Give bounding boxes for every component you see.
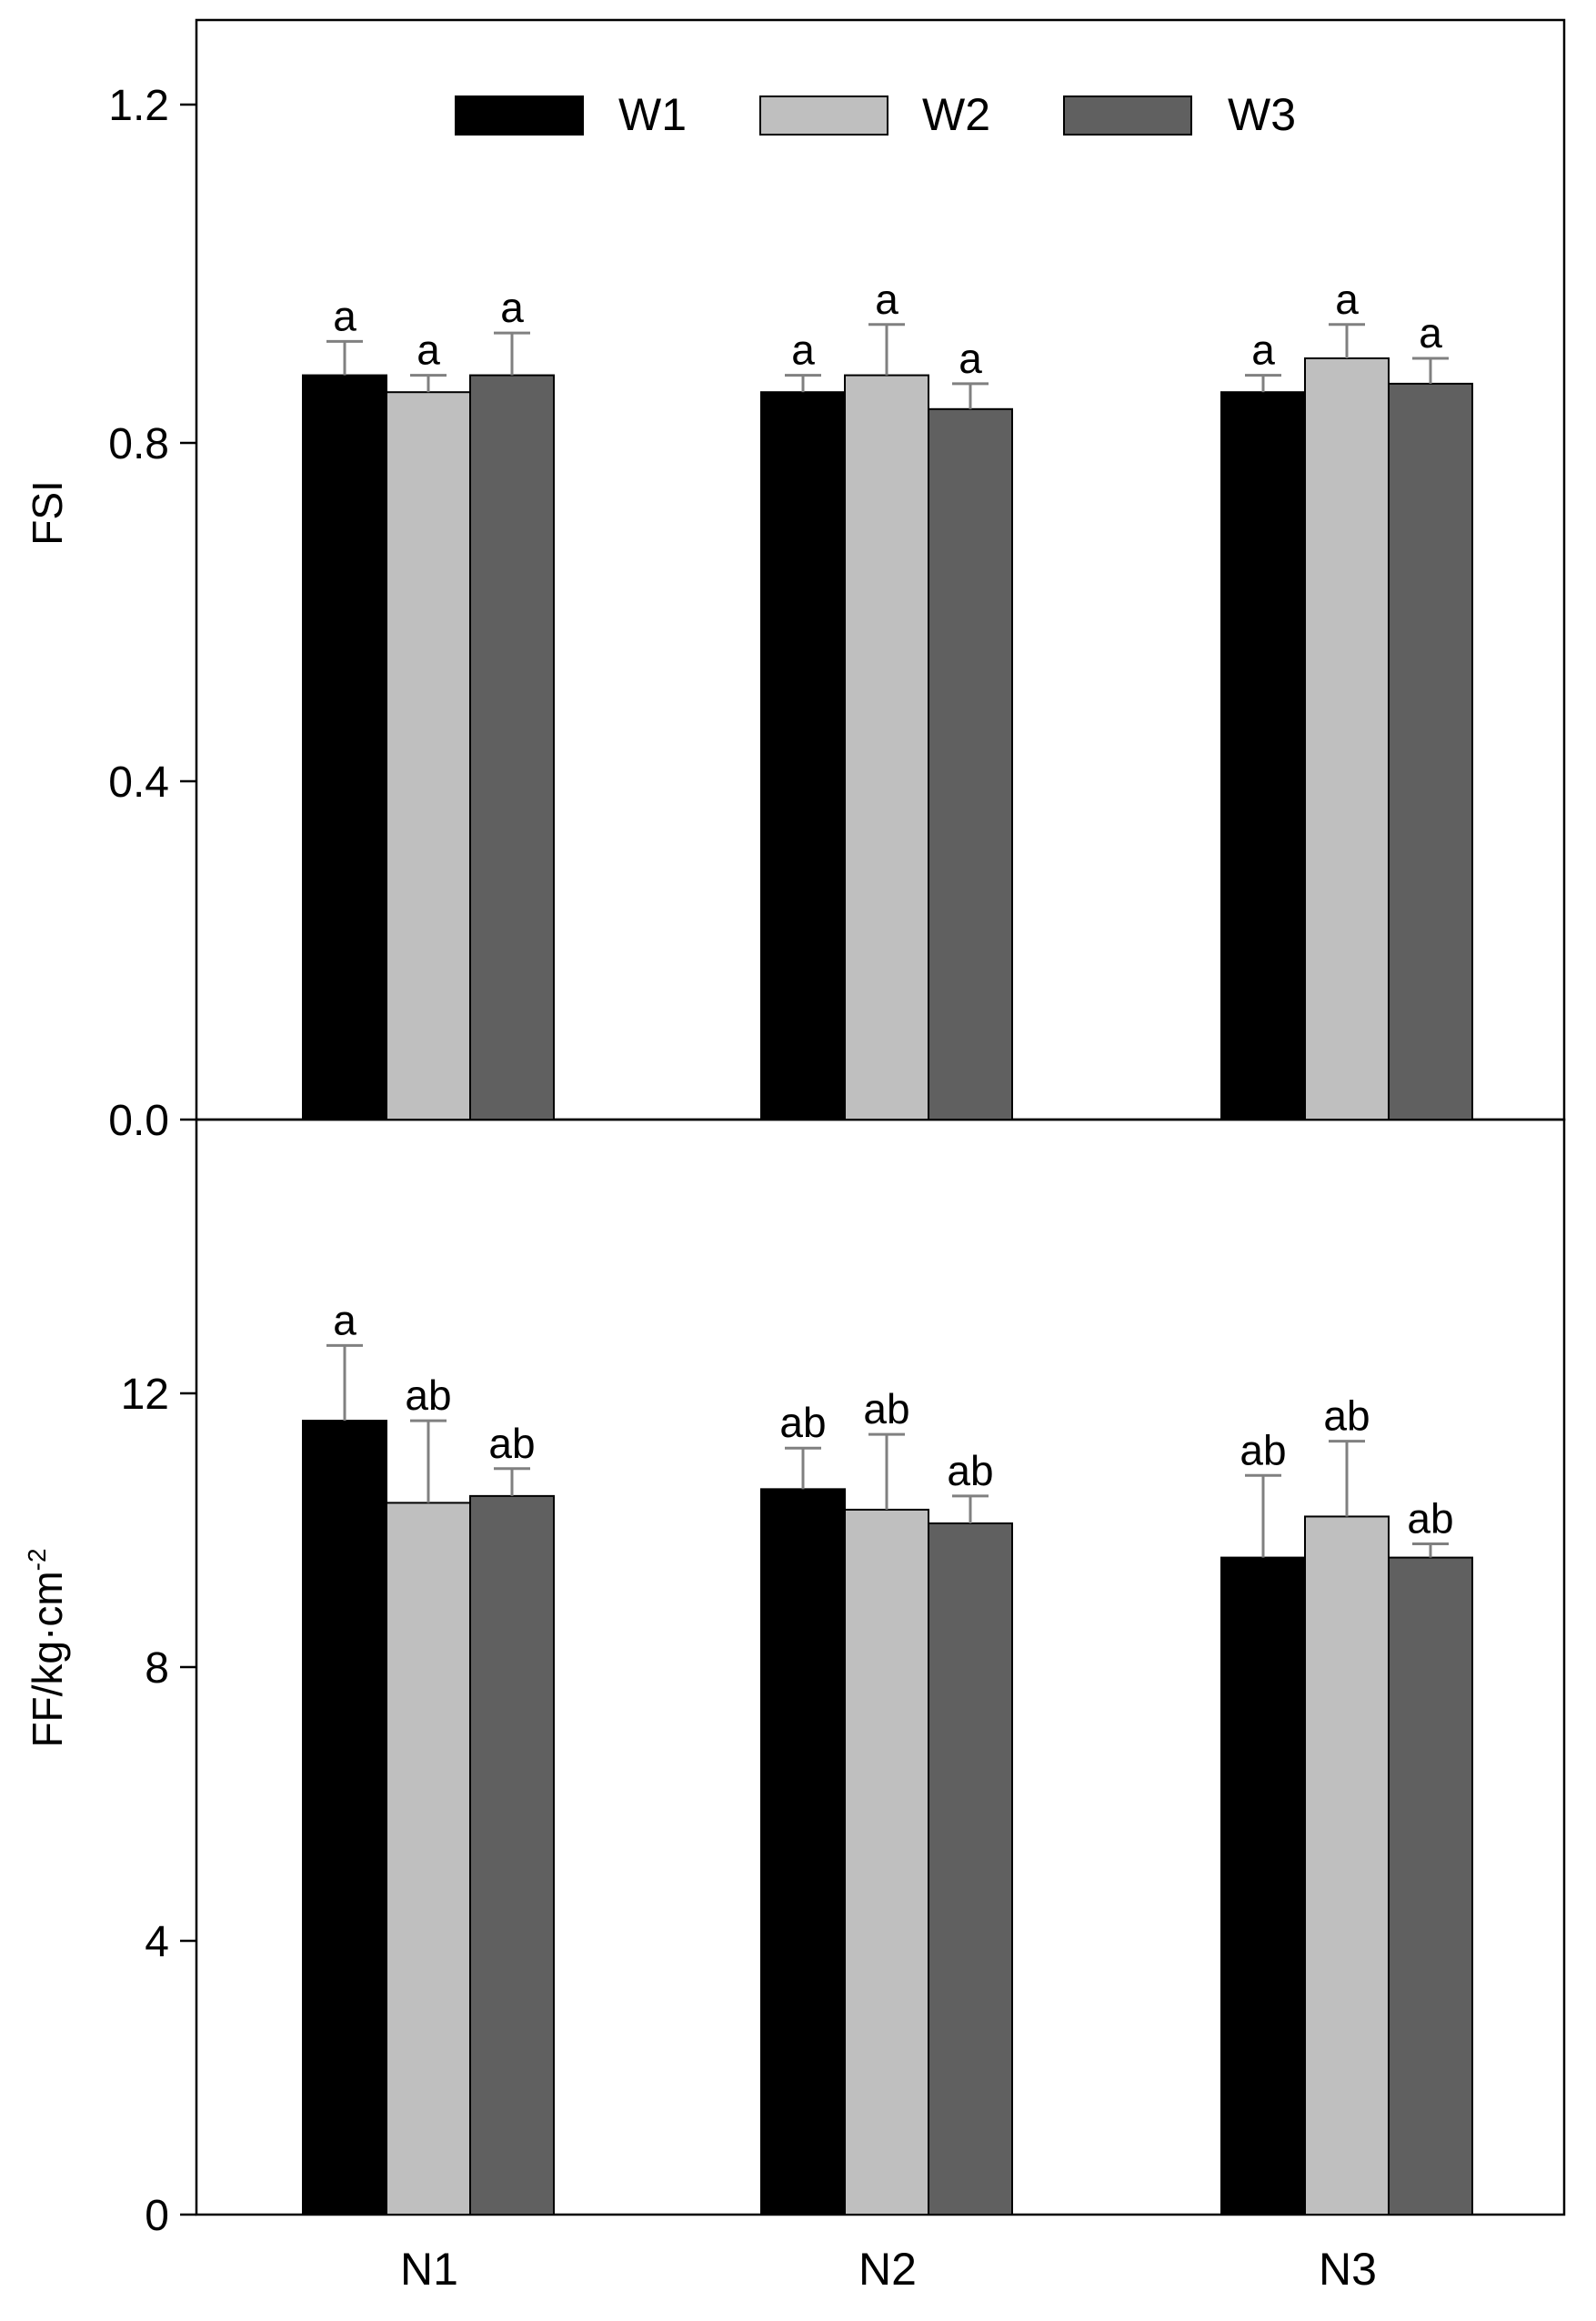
x-tick-label-n3: N3 xyxy=(1319,2244,1377,2295)
bottom-y-axis-title-superscript: -2 xyxy=(23,1548,51,1571)
top-y-tick-label: 0.0 xyxy=(108,1097,169,1145)
bar-top-w1-n3 xyxy=(1220,391,1306,1120)
significance-letter-top-w2-n2: a xyxy=(875,276,898,323)
significance-letter-bottom-w1-n1: a xyxy=(333,1296,356,1343)
bar-bottom-w3-n2 xyxy=(928,1522,1013,2216)
legend-label-w3: W3 xyxy=(1228,89,1296,140)
bar-bottom-w1-n1 xyxy=(302,1420,387,2216)
bar-bottom-w2-n2 xyxy=(844,1508,929,2216)
bar-bottom-w1-n3 xyxy=(1220,1556,1306,2216)
top-panel-marks: 0.0 0.4 0.8 1.2 a a a a a a a a a xyxy=(108,82,1473,1145)
bar-top-w1-n1 xyxy=(302,374,387,1121)
bottom-y-tick-label: 0 xyxy=(145,2192,169,2240)
bar-bottom-w3-n1 xyxy=(469,1494,555,2216)
x-tick-label-n2: N2 xyxy=(858,2244,917,2295)
significance-letter-bottom-w2-n2: ab xyxy=(863,1385,909,1432)
top-y-axis-title: FSI xyxy=(24,480,71,546)
significance-letter-top-w1-n2: a xyxy=(791,327,815,374)
significance-letter-top-w3-n3: a xyxy=(1419,309,1442,357)
significance-letter-bottom-w1-n3: ab xyxy=(1240,1426,1286,1473)
significance-letter-top-w1-n3: a xyxy=(1251,327,1275,374)
bar-top-w3-n3 xyxy=(1388,382,1473,1120)
bar-top-w2-n3 xyxy=(1304,357,1390,1120)
significance-letter-bottom-w3-n1: ab xyxy=(488,1420,535,1467)
bar-bottom-w2-n3 xyxy=(1304,1515,1390,2216)
legend-label-w2: W2 xyxy=(922,89,990,140)
legend: W1 W2 W3 xyxy=(455,89,1296,140)
significance-letter-top-w1-n1: a xyxy=(333,292,356,339)
top-y-tick-label: 1.2 xyxy=(108,82,169,130)
significance-letter-bottom-w3-n3: ab xyxy=(1407,1495,1453,1542)
significance-letter-bottom-w3-n2: ab xyxy=(947,1447,993,1494)
bar-top-w3-n2 xyxy=(928,407,1013,1120)
bottom-y-axis-title: FF/kg·cm-2 xyxy=(23,1548,71,1747)
bar-top-w2-n2 xyxy=(844,374,929,1121)
significance-letter-bottom-w2-n3: ab xyxy=(1323,1392,1370,1440)
legend-label-w1: W1 xyxy=(618,89,687,140)
legend-swatch-w3 xyxy=(1063,95,1192,136)
significance-letter-top-w2-n3: a xyxy=(1335,276,1359,323)
x-tick-label-n1: N1 xyxy=(400,2244,458,2295)
significance-letter-top-w2-n1: a xyxy=(417,327,440,374)
top-y-tick-label: 0.4 xyxy=(108,759,169,807)
bottom-y-tick-label: 8 xyxy=(145,1644,169,1693)
bar-top-w2-n1 xyxy=(386,391,471,1120)
significance-letter-top-w3-n2: a xyxy=(959,335,982,382)
top-y-tick-label: 0.8 xyxy=(108,420,169,468)
legend-swatch-w2 xyxy=(759,95,888,136)
bar-bottom-w1-n2 xyxy=(760,1488,846,2216)
significance-letter-bottom-w1-n2: ab xyxy=(779,1399,826,1446)
significance-letter-top-w3-n1: a xyxy=(500,284,524,331)
bar-bottom-w3-n3 xyxy=(1388,1556,1473,2216)
bottom-y-tick-label: 4 xyxy=(145,1918,169,1966)
bar-top-w1-n2 xyxy=(760,391,846,1120)
bottom-y-tick-label: 12 xyxy=(121,1371,169,1419)
significance-letter-bottom-w2-n1: ab xyxy=(405,1372,451,1419)
bottom-y-axis-title-main: FF/kg·cm xyxy=(24,1571,71,1747)
bar-bottom-w2-n1 xyxy=(386,1502,471,2216)
legend-swatch-w1 xyxy=(455,95,584,136)
bar-top-w3-n1 xyxy=(469,374,555,1121)
